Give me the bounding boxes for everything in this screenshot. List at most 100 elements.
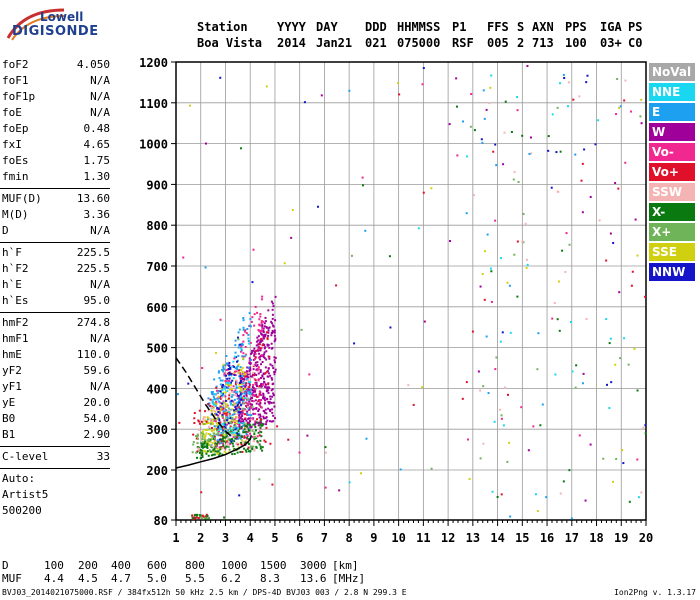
- echo-point: [273, 359, 276, 362]
- echo-point: [233, 409, 236, 412]
- muf-value: 13.6: [300, 572, 327, 585]
- echo-point: [256, 361, 259, 364]
- noise-point: [501, 331, 504, 334]
- echo-point: [269, 409, 272, 412]
- echo-point: [255, 340, 258, 343]
- echo-point: [263, 396, 266, 399]
- echo-point: [252, 368, 255, 371]
- echo-point: [245, 450, 248, 453]
- echo-point: [237, 406, 240, 409]
- echo-point: [209, 404, 212, 407]
- noise-point: [469, 125, 472, 128]
- echo-point: [245, 382, 248, 385]
- legend-item: Vo+: [649, 163, 695, 181]
- echo-point: [274, 295, 277, 298]
- echo-point: [270, 334, 273, 337]
- param-name: foE: [2, 106, 22, 119]
- separator: [0, 468, 110, 469]
- echo-point: [244, 330, 247, 333]
- echo-point: [244, 424, 247, 427]
- echo-point: [242, 355, 245, 358]
- echo-point: [245, 412, 248, 415]
- echo-point: [207, 409, 210, 412]
- echo-point: [266, 343, 269, 346]
- noise-point: [491, 490, 494, 493]
- x-tick-label: 7: [321, 531, 328, 545]
- echo-point: [261, 327, 264, 330]
- echo-point: [270, 320, 273, 323]
- echo-point: [217, 432, 220, 435]
- echo-point: [247, 391, 250, 394]
- echo-point: [226, 404, 229, 407]
- echo-point: [219, 448, 222, 451]
- echo-point: [251, 386, 254, 389]
- noise-point: [324, 451, 327, 454]
- echo-point: [237, 419, 240, 422]
- noise-point: [214, 351, 217, 354]
- echo-point: [251, 408, 254, 411]
- echo-point: [266, 419, 269, 422]
- echo-point: [263, 351, 266, 354]
- es-echo-point: [194, 513, 197, 516]
- echo-point: [231, 365, 234, 368]
- echo-point: [223, 372, 226, 375]
- echo-point: [221, 385, 224, 388]
- echo-point: [214, 450, 217, 453]
- echo-point: [253, 389, 256, 392]
- echo-point: [207, 438, 210, 441]
- echo-point: [212, 395, 215, 398]
- noise-point: [283, 262, 286, 265]
- echo-point: [260, 321, 263, 324]
- echo-point: [253, 354, 256, 357]
- es-echo-point: [206, 516, 209, 519]
- echo-point: [214, 404, 217, 407]
- echo-point: [232, 400, 235, 403]
- echo-point: [245, 392, 248, 395]
- echo-point: [263, 380, 266, 383]
- echo-point: [265, 426, 268, 429]
- echo-point: [260, 382, 263, 385]
- auto-line: 500200: [2, 504, 42, 517]
- echo-point: [260, 421, 263, 424]
- echo-point: [247, 371, 250, 374]
- echo-point: [205, 420, 208, 423]
- echo-point: [272, 367, 275, 370]
- echo-point: [217, 414, 220, 417]
- echo-point: [241, 390, 244, 393]
- echo-point: [228, 394, 231, 397]
- echo-point: [241, 371, 244, 374]
- echo-point: [265, 350, 268, 353]
- param-name: foEs: [2, 154, 29, 167]
- param-row: hmF2 274.8: [2, 316, 110, 332]
- param-row: B1 2.90: [2, 428, 110, 444]
- noise-point: [482, 89, 485, 92]
- noise-point: [536, 510, 539, 513]
- echo-point: [212, 453, 215, 456]
- echo-point: [241, 435, 244, 438]
- echo-point: [254, 305, 257, 308]
- echo-point: [248, 390, 251, 393]
- echo-point: [247, 337, 250, 340]
- echo-point: [240, 439, 243, 442]
- noise-point: [494, 368, 497, 371]
- echo-point: [260, 332, 263, 335]
- echo-point: [265, 420, 268, 423]
- param-value: 110.0: [76, 348, 110, 361]
- noise-point: [481, 141, 484, 144]
- echo-point: [225, 380, 228, 383]
- echo-point: [229, 439, 232, 442]
- echo-point: [230, 374, 233, 377]
- echo-point: [245, 378, 248, 381]
- echo-point: [231, 439, 234, 442]
- echo-point: [255, 407, 258, 410]
- noise-point: [630, 284, 633, 287]
- echo-point: [236, 365, 239, 368]
- echo-point: [258, 408, 261, 411]
- echo-point: [244, 409, 247, 412]
- echo-point: [269, 408, 272, 411]
- echo-point: [267, 334, 270, 337]
- echo-point: [216, 398, 219, 401]
- y-tick-label: 1200: [139, 56, 168, 70]
- legend-item: X-: [649, 203, 695, 221]
- echo-point: [240, 425, 243, 428]
